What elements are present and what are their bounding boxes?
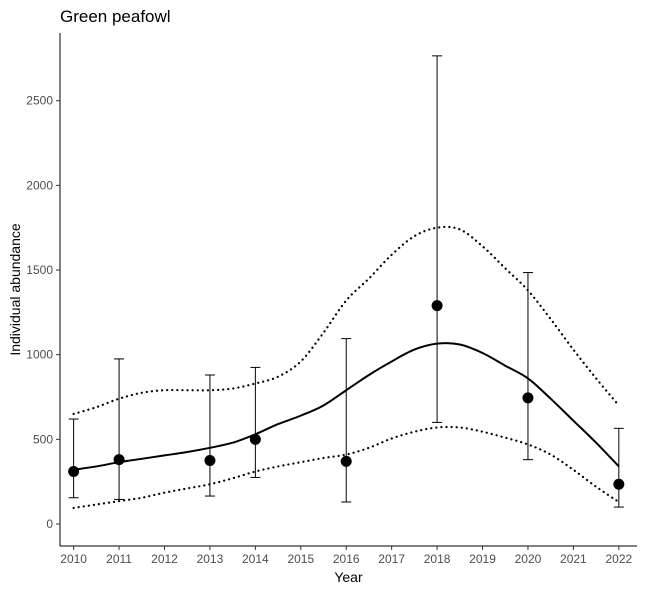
data-point: [249, 433, 261, 445]
data-point: [204, 455, 216, 466]
error-bar: [114, 358, 125, 500]
data-points: [68, 300, 625, 490]
error-bar: [250, 366, 261, 478]
data-point: [113, 454, 125, 466]
x-tick-label: 2017: [378, 552, 405, 566]
error-bar: [68, 418, 79, 499]
x-tick-label: 2018: [424, 552, 451, 566]
x-tick-label: 2012: [151, 552, 178, 566]
axes: [59, 33, 637, 547]
data-point: [522, 392, 534, 404]
y-tick-label: 2500: [26, 94, 53, 108]
x-tick-label: 2014: [242, 552, 269, 566]
x-tick-label: 2015: [287, 552, 314, 566]
x-tick-label: 2019: [469, 552, 496, 566]
error-bar: [522, 272, 533, 461]
y-tick-label: 1000: [26, 348, 53, 362]
x-tick-label: 2013: [197, 552, 224, 566]
x-tick-label: 2022: [605, 552, 632, 566]
lower-confidence-band: [72, 425, 620, 510]
data-point: [68, 466, 80, 478]
y-axis-title: Individual abundance: [7, 223, 23, 356]
error-bar: [204, 374, 215, 497]
y-tick-label: 500: [33, 432, 53, 446]
y-tick-label: 1500: [26, 263, 53, 277]
data-point: [613, 478, 625, 490]
error-bar: [341, 338, 352, 503]
x-tick-label: 2011: [106, 552, 132, 566]
x-axis-ticks: 2010 2011 2012 2013 2014 2015 2016 2017 2018 2019…: [60, 546, 632, 566]
error-bars: [68, 55, 624, 508]
x-tick-label: 2010: [60, 552, 87, 566]
y-tick-label: 2000: [26, 178, 53, 192]
x-axis-title: Year: [334, 569, 363, 585]
error-bar: [613, 427, 624, 508]
chart-title: Green peafowl: [60, 7, 171, 26]
y-tick-label: 0: [46, 517, 53, 531]
x-tick-label: 2016: [333, 552, 360, 566]
error-bar: [432, 55, 443, 423]
data-point: [431, 300, 443, 312]
data-point: [340, 455, 352, 467]
x-tick-label: 2021: [560, 552, 587, 566]
y-axis-ticks: 0 500 1000 1500 2000 2500: [26, 94, 60, 531]
x-tick-label: 2020: [515, 552, 542, 566]
